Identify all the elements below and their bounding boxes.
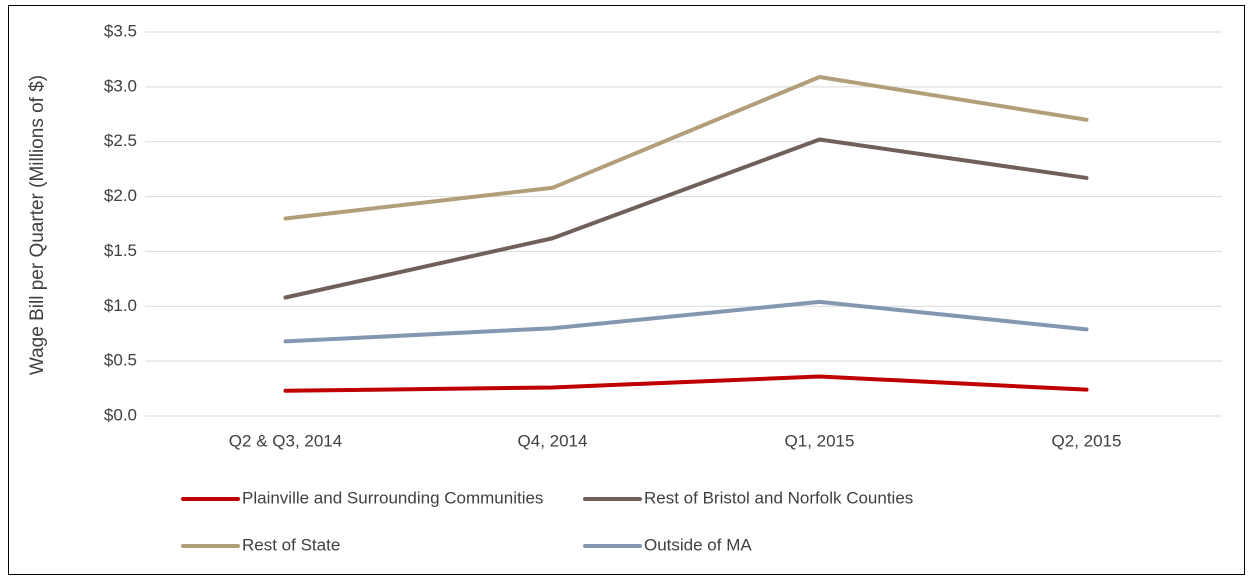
x-tick-label: Q4, 2014 (518, 431, 588, 450)
y-axis-title: Wage Bill per Quarter (Millions of $) (27, 75, 48, 375)
y-tick-label: $2.0 (104, 186, 137, 205)
legend-label: Outside of MA (644, 535, 752, 554)
y-tick-label: $0.0 (104, 405, 137, 424)
series-line (283, 299, 1089, 344)
legend-label: Rest of Bristol and Norfolk Counties (644, 488, 913, 507)
x-tick-label: Q2, 2015 (1052, 431, 1122, 450)
legend-label: Rest of State (242, 535, 340, 554)
y-tick-label: $0.5 (104, 351, 137, 370)
y-tick-label: $3.0 (104, 76, 137, 95)
y-tick-label: $2.5 (104, 131, 137, 150)
series-line (283, 74, 1089, 221)
y-tick-label: $1.5 (104, 241, 137, 260)
y-tick-label: $3.5 (104, 21, 137, 40)
series-line (283, 137, 1089, 300)
x-tick-label: Q2 & Q3, 2014 (229, 431, 342, 450)
series-line (283, 374, 1089, 393)
x-tick-label: Q1, 2015 (785, 431, 855, 450)
y-tick-label: $1.0 (104, 296, 137, 315)
chart-border (8, 5, 1245, 575)
legend-label: Plainville and Surrounding Communities (242, 488, 543, 507)
